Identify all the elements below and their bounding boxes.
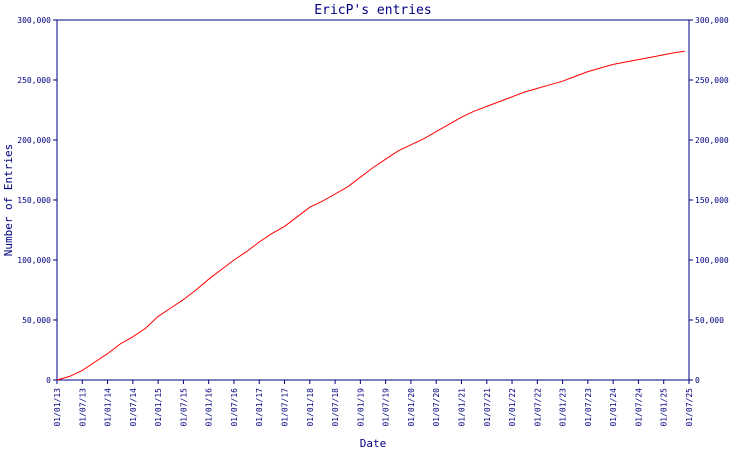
x-tick-label: 01/07/24: [634, 388, 643, 427]
x-tick-label: 01/07/22: [533, 388, 542, 427]
x-tick-label: 01/07/15: [179, 388, 188, 427]
y-tick-label-left: 250,000: [17, 76, 51, 85]
y-tick-label-right: 200,000: [695, 136, 729, 145]
y-tick-label-right: 150,000: [695, 196, 729, 205]
x-tick-label: 01/07/13: [78, 388, 87, 427]
x-tick-label: 01/01/24: [609, 388, 618, 427]
x-tick-label: 01/01/19: [356, 388, 365, 427]
x-tick-label: 01/01/25: [660, 388, 669, 427]
x-tick-label: 01/01/13: [53, 388, 62, 427]
x-tick-label: 01/07/19: [382, 388, 391, 427]
x-tick-label: 01/07/17: [281, 388, 290, 427]
y-tick-label-left: 100,000: [17, 256, 51, 265]
x-tick-label: 01/07/21: [483, 388, 492, 427]
y-tick-label-right: 300,000: [695, 16, 729, 25]
x-tick-label: 01/07/20: [432, 388, 441, 427]
y-tick-label-left: 50,000: [22, 316, 51, 325]
y-tick-label-left: 150,000: [17, 196, 51, 205]
plot-area: 0 50,000 100,000 150,000 200,000 250,000 300,0…: [17, 16, 729, 427]
y-axis-right: 0 50,000 100,000 150,000 200,000 250,000 300,0…: [689, 16, 729, 385]
y-tick-label-left: 0: [46, 376, 51, 385]
x-tick-label: 01/01/15: [154, 388, 163, 427]
y-tick-label-right: 50,000: [695, 316, 724, 325]
chart-title: EricP's entries: [314, 3, 431, 18]
y-axis-left: 0 50,000 100,000 150,000 200,000 250,000 300,0…: [17, 16, 57, 385]
series-line: [56, 50, 685, 381]
y-tick-label-right: 0: [695, 376, 700, 385]
plot-frame: [56, 19, 690, 381]
x-tick-label: 01/07/16: [230, 388, 239, 427]
x-axis-label: Date: [360, 437, 387, 450]
x-tick-label: 01/07/23: [584, 388, 593, 427]
x-tick-label: 01/01/20: [407, 388, 416, 427]
x-tick-label: 01/01/18: [306, 388, 315, 427]
y-axis-label: Number of Entries: [2, 144, 15, 257]
x-tick-label: 01/01/22: [508, 388, 517, 427]
x-tick-label: 01/07/18: [331, 388, 340, 427]
x-tick-label: 01/01/23: [559, 388, 568, 427]
x-tick-label: 01/07/14: [129, 388, 138, 427]
x-tick-label: 01/01/14: [104, 388, 113, 427]
x-tick-label: 01/07/25: [685, 388, 694, 427]
x-tick-label: 01/01/16: [205, 388, 214, 427]
y-tick-label-left: 300,000: [17, 16, 51, 25]
x-axis: 01/01/13 01/07/13 01/01/14 01/07/14 01/01/15…: [53, 380, 694, 427]
x-tick-label: 01/01/17: [255, 388, 264, 427]
y-tick-label-left: 200,000: [17, 136, 51, 145]
y-tick-label-right: 100,000: [695, 256, 729, 265]
y-tick-label-right: 250,000: [695, 76, 729, 85]
x-tick-label: 01/01/21: [457, 388, 466, 427]
